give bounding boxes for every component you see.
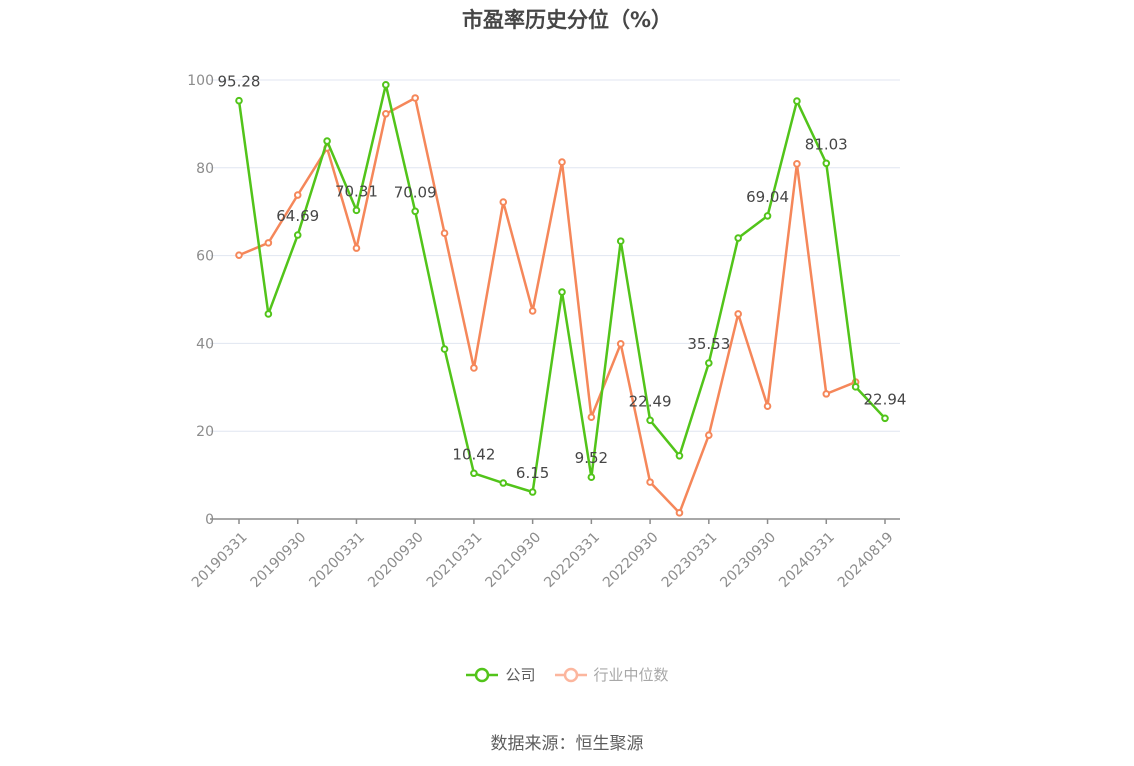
series-lines[interactable] [235,81,889,517]
x-tick-label: 20210930 [483,529,545,591]
data-point[interactable] [440,345,449,353]
x-tick-label: 20240819 [835,529,897,591]
data-label: 22.49 [629,392,672,410]
data-point[interactable] [499,479,508,487]
data-label: 10.42 [452,445,495,463]
y-tick-label: 20 [196,424,214,440]
data-point[interactable] [264,310,273,318]
data-point[interactable] [528,307,537,315]
data-point[interactable] [558,158,566,166]
data-label: 69.04 [746,188,789,206]
data-point[interactable] [352,244,361,252]
y-tick-label: 60 [196,249,214,265]
x-tick-label: 20230930 [717,529,779,591]
data-point[interactable] [646,416,654,425]
data-point[interactable] [763,402,772,410]
y-tick-label: 0 [205,512,214,528]
x-tick-label: 20190930 [248,529,310,591]
data-point[interactable] [675,451,684,460]
data-point[interactable] [851,383,860,391]
data-point[interactable] [528,488,537,496]
data-labels: 95.28 64.69 70.31 70.09 10.42 6.15 9.52 22.49 35… [218,73,907,482]
legend-line-circle-icon [466,667,499,682]
data-point[interactable] [235,251,243,259]
x-tick-label: 20190331 [189,529,251,591]
data-point[interactable] [675,509,684,517]
data-point[interactable] [616,340,625,348]
data-point[interactable] [235,96,243,105]
data-label: 22.94 [864,390,907,408]
data-point[interactable] [734,310,742,318]
data-point[interactable] [352,206,361,215]
x-tick-label: 20230331 [659,529,721,591]
data-point[interactable] [881,414,889,423]
x-tick-label: 20200331 [306,529,368,591]
data-label: 9.52 [575,449,608,467]
legend-item-company[interactable]: 公司 [465,664,536,685]
x-tick-label: 20200930 [365,529,427,591]
data-point[interactable] [499,198,508,206]
data-point[interactable] [293,191,302,199]
data-label: 81.03 [805,135,848,153]
data-point[interactable] [793,160,801,168]
data-point[interactable] [646,478,654,486]
data-point[interactable] [382,81,390,89]
data-point[interactable] [587,413,596,421]
data-label: 6.15 [516,464,549,482]
data-point[interactable] [323,137,331,145]
data-label: 64.69 [276,207,319,225]
data-point[interactable] [822,390,831,398]
grid-lines [210,79,900,432]
data-point[interactable] [382,110,390,118]
data-point[interactable] [264,239,273,247]
data-point[interactable] [440,229,449,238]
data-point[interactable] [411,207,419,216]
data-point[interactable] [705,359,713,367]
data-point[interactable] [822,159,831,168]
data-point[interactable] [616,237,625,245]
x-tick-label: 20220331 [541,529,603,591]
data-point[interactable] [293,231,302,239]
data-label: 70.09 [394,183,437,201]
x-tick-label: 20210331 [424,529,486,591]
data-label: 70.31 [335,182,378,200]
data-point[interactable] [763,212,772,220]
legend-label-company: 公司 [505,666,536,684]
data-point[interactable] [470,469,478,478]
data-point[interactable] [734,234,742,242]
y-tick-label: 100 [187,73,214,89]
x-axis: 2019033120190930202003312020093020210331… [189,518,900,591]
legend-item-industry-median[interactable]: 行业中位数 [554,664,669,685]
data-point[interactable] [411,94,419,102]
y-axis-labels: 0 20 40 60 80 100 [187,73,214,528]
data-label: 95.28 [218,73,261,91]
data-label: 35.53 [687,335,730,353]
y-tick-label: 80 [196,161,214,177]
data-point[interactable] [587,473,596,482]
series-line[interactable] [238,96,857,515]
y-tick-label: 40 [196,336,214,352]
legend-label-industry-median: 行业中位数 [593,666,669,684]
x-tick-label: 20240331 [776,529,838,591]
data-source-note: 数据来源：恒生聚源 [490,734,644,754]
x-tick-label: 20220930 [600,529,662,591]
legend-line-circle-icon [554,667,587,682]
chart-title: 市盈率历史分位（%） [461,8,673,32]
legend: 公司 行业中位数 [0,664,1134,685]
data-point[interactable] [793,97,801,105]
data-point[interactable] [470,364,478,372]
data-point[interactable] [705,431,713,439]
data-point[interactable] [558,288,566,296]
